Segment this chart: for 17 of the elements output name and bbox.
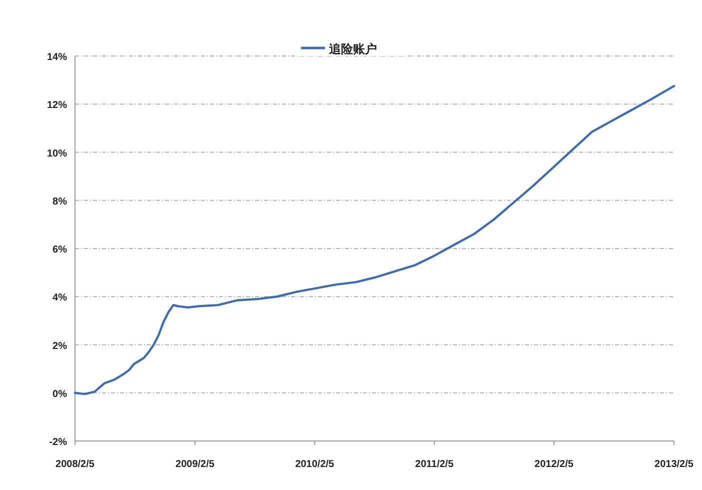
y-tick-label: 12% xyxy=(46,100,68,112)
x-tick-label: 2009/2/5 xyxy=(176,459,215,470)
x-tick-label: 2012/2/5 xyxy=(534,459,574,470)
y-tick-label: 8% xyxy=(52,196,68,208)
x-tick-label: 2008/2/5 xyxy=(56,459,95,470)
x-tick-label: 2011/2/5 xyxy=(415,459,454,470)
y-tick-label: 2% xyxy=(52,340,68,352)
y-tick-label: 0% xyxy=(52,388,68,400)
line-series xyxy=(74,84,676,396)
y-tick-label: 14% xyxy=(46,52,68,63)
y-tick-label: -2% xyxy=(49,437,68,448)
y-tick-label: 10% xyxy=(46,148,68,160)
x-tick-label: 2013/2/5 xyxy=(654,459,694,470)
x-tick-label: 2010/2/5 xyxy=(295,459,335,470)
legend-label: 追险账户 xyxy=(328,42,377,56)
y-tick-label: 6% xyxy=(52,244,68,256)
y-tick-label: 4% xyxy=(52,292,68,304)
